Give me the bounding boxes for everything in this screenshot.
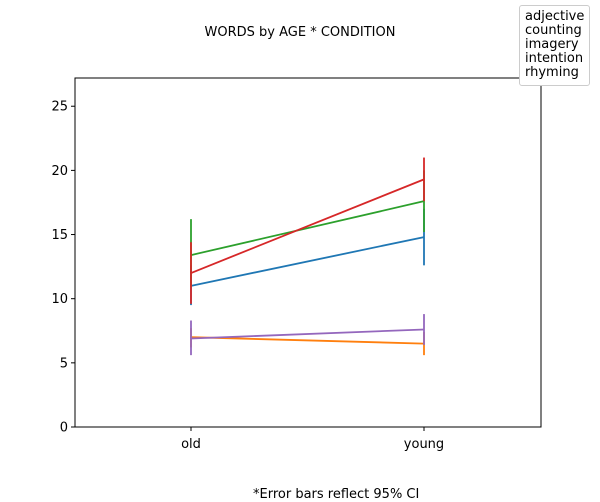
series-line (191, 329, 424, 338)
series-line (191, 237, 424, 286)
legend-entry-counting: counting (525, 24, 584, 38)
series-line (191, 201, 424, 255)
series-1 (191, 209, 424, 305)
series-2 (191, 328, 424, 355)
series-line (191, 337, 424, 343)
y-tick-label: 25 (51, 100, 68, 115)
series-4 (191, 158, 424, 304)
series-5 (191, 314, 424, 355)
legend-entry-rhyming: rhyming (525, 66, 584, 80)
y-tick-label: 5 (60, 356, 68, 371)
x-axis: old young (181, 427, 444, 452)
legend-entry-adjective: adjective (525, 10, 584, 24)
y-tick-label: 15 (51, 228, 68, 243)
series-line (191, 179, 424, 273)
y-tick-label: 20 (51, 164, 68, 179)
legend: adjective counting imagery intention rhy… (519, 5, 590, 86)
y-tick-label: 0 (60, 421, 68, 436)
y-tick-label: 10 (51, 292, 68, 307)
legend-entry-intention: intention (525, 52, 584, 66)
x-tick-label: old (181, 437, 201, 452)
legend-entry-imagery: imagery (525, 38, 584, 52)
chart-title: WORDS by AGE * CONDITION (205, 25, 396, 40)
series-group (191, 158, 424, 356)
y-axis: 0 5 10 15 20 25 (51, 100, 75, 436)
plot-frame (75, 78, 541, 427)
x-tick-label: young (404, 437, 444, 452)
series-3 (191, 170, 424, 287)
